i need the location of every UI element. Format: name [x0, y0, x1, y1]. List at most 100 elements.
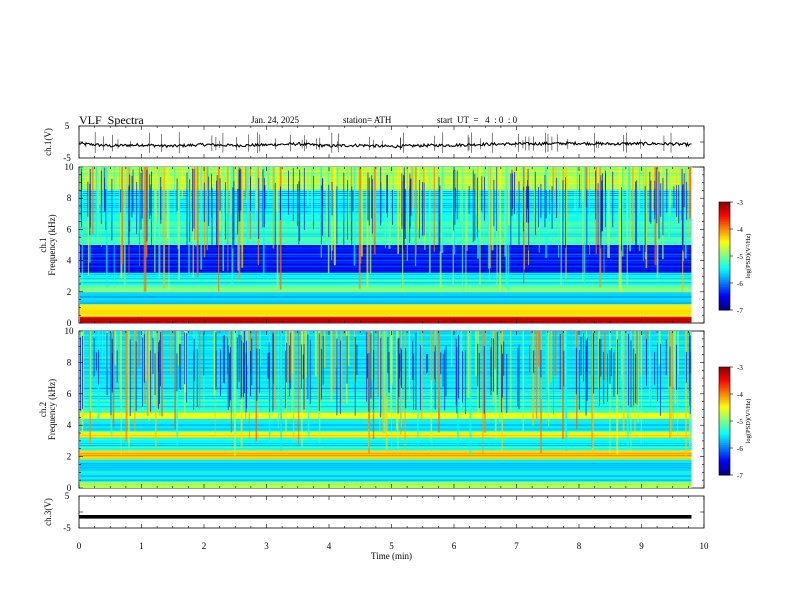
heatmap-sferic: [609, 331, 611, 454]
heatmap-gap: [565, 177, 567, 249]
heatmap-gap: [418, 179, 420, 239]
heatmap-sferic: [119, 331, 122, 399]
heatmap-sferic: [689, 167, 691, 219]
heatmap-gap: [298, 181, 300, 245]
colorbar-step: [719, 275, 730, 279]
colorbar-step: [719, 214, 730, 217]
heatmap-gap: [434, 351, 436, 380]
colorbar-step: [719, 399, 730, 402]
heatmap-line: [80, 296, 692, 298]
heatmap-sferic: [154, 167, 156, 273]
heatmap-gap: [343, 172, 345, 248]
colorbar-step: [719, 404, 730, 408]
heatmap-sferic: [461, 167, 464, 292]
heatmap-sferic: [232, 331, 234, 423]
heatmap-gap: [149, 184, 151, 216]
heatmap-line: [80, 457, 692, 459]
colorbar-step: [719, 433, 730, 436]
heatmap-gap: [689, 351, 691, 374]
heatmap-gap: [464, 349, 466, 415]
heatmap-sferic: [483, 331, 486, 433]
y-tick-label: -5: [63, 523, 71, 533]
x-tick-label: 0: [77, 541, 82, 551]
heatmap-sferic: [514, 167, 516, 222]
heatmap-sferic: [125, 331, 128, 442]
heatmap-sferic: [158, 167, 161, 279]
heatmap-gap: [669, 346, 671, 387]
heatmap-sferic: [360, 167, 362, 245]
heatmap-sferic: [622, 331, 625, 432]
heatmap-gap: [683, 173, 685, 208]
heatmap-sferic: [318, 331, 321, 445]
heatmap-sferic: [574, 167, 576, 211]
heatmap-sferic: [317, 331, 320, 420]
heatmap-gap: [599, 338, 600, 407]
heatmap-sferic: [353, 167, 356, 266]
heatmap-gap: [227, 337, 228, 374]
heatmap-sferic: [354, 331, 355, 383]
heatmap-sferic: [575, 331, 578, 430]
heatmap-gap: [656, 167, 658, 224]
heatmap-gap: [220, 349, 221, 396]
colorbar-step: [719, 419, 730, 422]
heatmap-gap: [320, 348, 322, 400]
colorbar-step: [719, 274, 730, 277]
heatmap-sferic: [467, 331, 470, 398]
colorbar-step: [719, 238, 730, 241]
colorbar-step: [719, 469, 730, 472]
heatmap-gap: [445, 345, 447, 397]
heatmap-line: [80, 318, 692, 320]
heatmap-sferic: [255, 167, 258, 212]
heatmap-sferic: [121, 167, 123, 265]
heatmap-sferic: [562, 331, 564, 440]
heatmap-sferic: [424, 167, 426, 250]
heatmap-gap: [662, 177, 664, 236]
colorbar-step: [719, 301, 730, 304]
heatmap-sferic: [538, 331, 540, 367]
heatmap-sferic: [388, 167, 391, 249]
heatmap-gap: [654, 352, 656, 385]
heatmap-sferic: [670, 331, 672, 435]
heatmap-sferic: [168, 167, 170, 291]
heatmap-sferic: [419, 167, 421, 239]
heatmap-sferic: [438, 331, 440, 433]
heatmap-gap: [309, 340, 311, 405]
heatmap-line: [80, 282, 692, 284]
heatmap-gap: [120, 189, 122, 213]
colorbar-step: [719, 426, 730, 429]
heatmap-sferic: [276, 167, 279, 288]
heatmap-sferic: [118, 167, 121, 227]
heatmap-line: [80, 266, 692, 267]
ch1-trace: [78, 140, 692, 149]
heatmap-sferic: [505, 167, 508, 289]
heatmap-gap: [646, 338, 647, 387]
heatmap-gap: [299, 169, 301, 241]
colorbar-step: [719, 466, 730, 469]
heatmap-gap: [236, 337, 238, 389]
y-tick-label: 10: [65, 326, 75, 336]
y-axis-label: ch.1(V): [43, 128, 53, 156]
colorbar-step: [719, 248, 730, 252]
heatmap-sferic: [112, 331, 115, 428]
channel-label: ch.1: [38, 237, 48, 252]
heatmap-gap: [351, 186, 353, 249]
heatmap-sferic: [248, 331, 250, 419]
ch2-colorbar: [718, 366, 733, 476]
heatmap-sferic: [477, 167, 479, 259]
heatmap-blank: [691, 167, 704, 323]
heatmap-gap: [89, 169, 91, 228]
heatmap-line: [80, 469, 692, 471]
heatmap-gap: [203, 332, 205, 376]
colorbar-step: [719, 263, 730, 266]
heatmap-gap: [244, 331, 245, 394]
heatmap-gap: [472, 170, 474, 243]
heatmap-sferic: [673, 331, 676, 387]
heatmap-gap: [403, 175, 405, 250]
y-axis-label: Frequency (kHz): [47, 379, 57, 440]
heatmap-line: [80, 308, 692, 310]
heatmap-line: [80, 483, 692, 485]
heatmap-gap: [111, 178, 113, 241]
heatmap-sferic: [262, 167, 265, 277]
heatmap-gap: [347, 180, 348, 240]
heatmap-sferic: [584, 167, 587, 235]
